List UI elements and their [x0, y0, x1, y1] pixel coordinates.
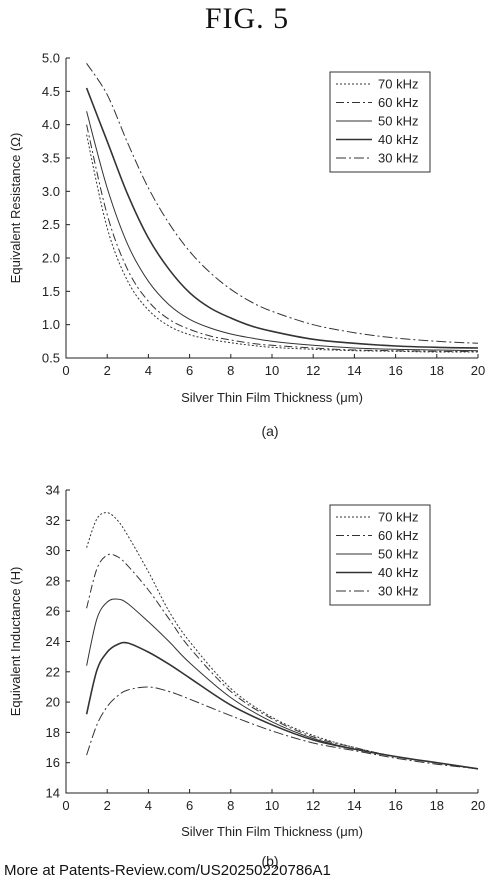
- x-tick-label: 0: [62, 798, 69, 813]
- legend-entry-label: 30 kHz: [378, 584, 418, 599]
- figure-title: FIG. 5: [204, 2, 290, 35]
- chart-panel-a: 0 2 4 6 8 10 12 14 16 18 20 0.5 1.0 1.5 2.0 2.5 3.0 3.5 4.…: [8, 51, 485, 440]
- y-tick-label: 32: [46, 513, 60, 528]
- series-line-50-khz: [86, 598, 479, 770]
- y-tick-label: 20: [46, 695, 60, 710]
- x-axis-label: Silver Thin Film Thickness (μm): [181, 390, 363, 405]
- legend-box: [329, 504, 431, 606]
- x-tick-label: 4: [145, 798, 152, 813]
- y-tick-label: 1.5: [42, 284, 60, 299]
- y-tick-label: 26: [46, 604, 60, 619]
- y-axis-label: Equivalent Resistance (Ω): [8, 133, 23, 284]
- y-tick-label: 3.5: [42, 151, 60, 166]
- series-line-30-khz: [86, 63, 479, 344]
- x-tick-label: 8: [227, 363, 234, 378]
- x-tick-label: 16: [388, 798, 402, 813]
- footer-source-text: More at Patents-Review.com/US20250220786…: [4, 862, 331, 879]
- x-tick-label: 14: [347, 363, 361, 378]
- series-line-40-khz: [85, 641, 479, 770]
- y-tick-label: 34: [46, 483, 60, 498]
- y-tick-label: 16: [46, 755, 60, 770]
- y-tick-label: 1.0: [42, 317, 60, 332]
- x-tick-label: 12: [306, 798, 320, 813]
- legend-entry-label: 40 kHz: [378, 132, 418, 147]
- x-tick-label: 6: [186, 363, 193, 378]
- series-line-40-khz: [85, 87, 479, 349]
- x-tick-label: 18: [430, 798, 444, 813]
- y-tick-label: 18: [46, 725, 60, 740]
- chart-panel-b: 0 2 4 6 8 10 12 14 16 18 201416182022242628303234S…: [8, 483, 485, 870]
- series-line-50-khz: [86, 111, 479, 352]
- legend-entry-label: 50 kHz: [378, 114, 418, 129]
- x-tick-label: 20: [471, 363, 485, 378]
- legend-entry-label: 40 kHz: [378, 565, 418, 580]
- x-tick-label: 2: [104, 363, 111, 378]
- x-tick-label: 18: [430, 363, 444, 378]
- x-tick-label: 16: [388, 363, 402, 378]
- legend-entry-label: 60 kHz: [378, 528, 418, 543]
- x-tick-label: 0: [62, 363, 69, 378]
- y-tick-label: 14: [46, 786, 60, 801]
- x-tick-label: 6: [186, 798, 193, 813]
- y-tick-label: 5.0: [42, 51, 60, 66]
- y-tick-label: 30: [46, 543, 60, 558]
- x-tick-label: 2: [104, 798, 111, 813]
- y-tick-label: 22: [46, 664, 60, 679]
- y-tick-label: 4.5: [42, 84, 60, 99]
- y-tick-label: 24: [46, 634, 60, 649]
- series-line-70-khz: [86, 134, 479, 353]
- series-line-30-khz: [86, 686, 479, 770]
- series-line-60-khz: [86, 124, 479, 352]
- x-tick-label: 8: [227, 798, 234, 813]
- legend-entry-label: 70 kHz: [378, 77, 418, 92]
- y-tick-label: 2.5: [42, 217, 60, 232]
- y-tick-label: 4.0: [42, 117, 60, 132]
- x-axis-label: Silver Thin Film Thickness (μm): [181, 824, 363, 839]
- panel-label: (b): [261, 853, 278, 869]
- panel-label: (a): [261, 423, 278, 439]
- y-tick-label: 2.0: [42, 251, 60, 266]
- x-tick-label: 10: [265, 798, 279, 813]
- legend-entry-label: 50 kHz: [378, 547, 418, 562]
- legend-entry-label: 30 kHz: [378, 151, 418, 166]
- legend-entry-label: 70 kHz: [378, 510, 418, 525]
- y-tick-label: 28: [46, 573, 60, 588]
- x-tick-label: 20: [471, 798, 485, 813]
- legend-entry-label: 60 kHz: [378, 95, 418, 110]
- legend-box: [329, 71, 431, 173]
- x-tick-label: 10: [265, 363, 279, 378]
- x-tick-label: 14: [347, 798, 361, 813]
- y-tick-label: 0.5: [42, 351, 60, 366]
- x-tick-label: 4: [145, 363, 152, 378]
- y-axis-label: Equivalent Inductance (H): [8, 567, 23, 717]
- x-tick-label: 12: [306, 363, 320, 378]
- y-tick-label: 3.0: [42, 184, 60, 199]
